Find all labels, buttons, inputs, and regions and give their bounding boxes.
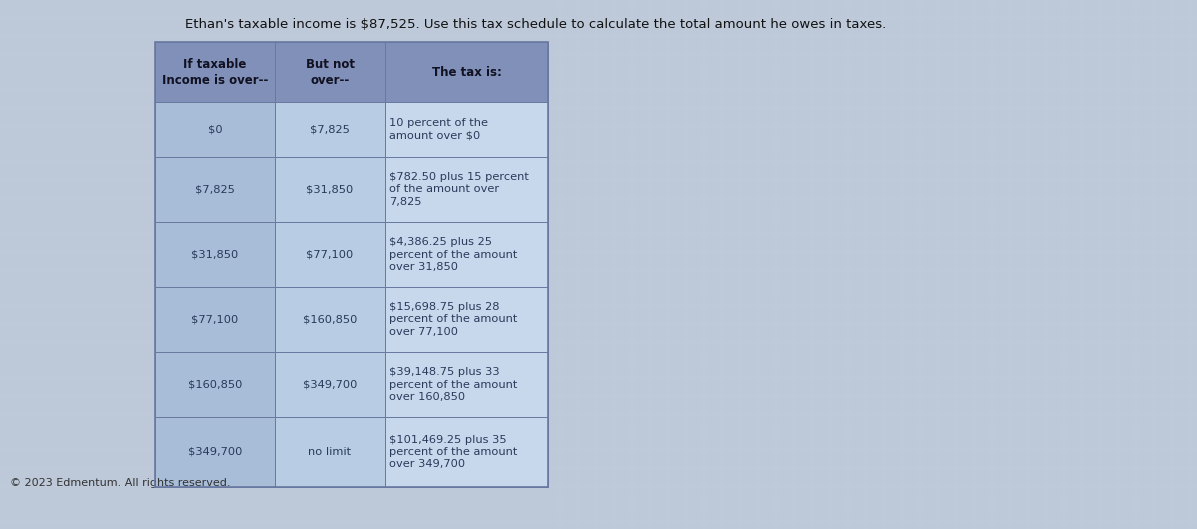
Text: $31,850: $31,850 — [306, 185, 353, 195]
Bar — [154, 222, 275, 287]
Text: $160,850: $160,850 — [303, 315, 357, 324]
Bar — [275, 417, 385, 487]
Bar — [385, 157, 548, 222]
Bar — [275, 287, 385, 352]
Bar — [154, 42, 548, 487]
Text: 10 percent of the
amount over $0: 10 percent of the amount over $0 — [389, 118, 488, 141]
Text: © 2023 Edmentum. All rights reserved.: © 2023 Edmentum. All rights reserved. — [10, 478, 231, 488]
Bar — [154, 287, 275, 352]
Bar — [385, 417, 548, 487]
Text: $782.50 plus 15 percent
of the amount over
7,825: $782.50 plus 15 percent of the amount ov… — [389, 172, 529, 207]
Text: If taxable
Income is over--: If taxable Income is over-- — [162, 58, 268, 87]
Bar — [275, 102, 385, 157]
Text: $0: $0 — [208, 124, 223, 134]
Text: $31,850: $31,850 — [192, 250, 238, 260]
Bar — [275, 42, 385, 102]
Text: $4,386.25 plus 25
percent of the amount
over 31,850: $4,386.25 plus 25 percent of the amount … — [389, 237, 517, 272]
Bar — [154, 157, 275, 222]
Bar — [275, 157, 385, 222]
Text: $349,700: $349,700 — [188, 447, 242, 457]
Text: $7,825: $7,825 — [195, 185, 235, 195]
Text: $101,469.25 plus 35
percent of the amount
over 349,700: $101,469.25 plus 35 percent of the amoun… — [389, 435, 517, 469]
Bar — [385, 222, 548, 287]
Bar — [385, 102, 548, 157]
Bar — [154, 102, 275, 157]
Text: $160,850: $160,850 — [188, 379, 242, 389]
Text: $39,148.75 plus 33
percent of the amount
over 160,850: $39,148.75 plus 33 percent of the amount… — [389, 367, 517, 402]
Text: But not
over--: But not over-- — [305, 58, 354, 87]
Text: $15,698.75 plus 28
percent of the amount
over 77,100: $15,698.75 plus 28 percent of the amount… — [389, 302, 517, 337]
Bar — [154, 352, 275, 417]
Bar — [385, 42, 548, 102]
Bar — [275, 222, 385, 287]
Bar — [385, 352, 548, 417]
Text: The tax is:: The tax is: — [432, 66, 502, 78]
Text: no limit: no limit — [309, 447, 352, 457]
Text: Ethan's taxable income is $87,525. Use this tax schedule to calculate the total : Ethan's taxable income is $87,525. Use t… — [186, 18, 886, 31]
Text: $77,100: $77,100 — [306, 250, 353, 260]
Bar — [154, 417, 275, 487]
Text: $7,825: $7,825 — [310, 124, 350, 134]
Bar — [385, 287, 548, 352]
Bar — [154, 42, 275, 102]
Text: $349,700: $349,700 — [303, 379, 357, 389]
Text: $77,100: $77,100 — [192, 315, 238, 324]
Bar — [275, 352, 385, 417]
